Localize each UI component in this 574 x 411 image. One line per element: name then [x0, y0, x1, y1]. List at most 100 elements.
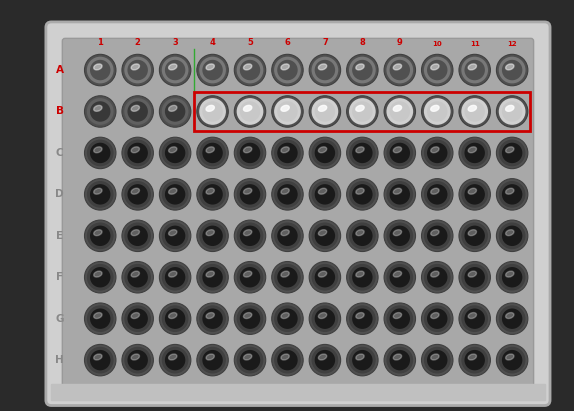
Circle shape	[309, 220, 340, 252]
Circle shape	[427, 101, 448, 122]
Ellipse shape	[356, 64, 364, 70]
Circle shape	[162, 222, 188, 249]
Text: 5: 5	[247, 37, 253, 46]
Circle shape	[315, 267, 335, 287]
Circle shape	[497, 137, 528, 169]
Circle shape	[427, 267, 448, 287]
Circle shape	[277, 309, 298, 329]
Circle shape	[240, 309, 260, 329]
Ellipse shape	[206, 105, 214, 111]
Circle shape	[272, 137, 303, 169]
Ellipse shape	[430, 230, 439, 236]
Circle shape	[122, 303, 153, 335]
Ellipse shape	[468, 271, 476, 277]
Circle shape	[421, 54, 453, 86]
Circle shape	[309, 344, 340, 376]
Circle shape	[424, 140, 451, 166]
Ellipse shape	[393, 354, 402, 360]
Ellipse shape	[243, 230, 252, 236]
Circle shape	[236, 98, 263, 125]
Ellipse shape	[356, 313, 364, 319]
Circle shape	[499, 347, 526, 374]
Circle shape	[125, 264, 151, 291]
Circle shape	[459, 303, 490, 335]
Circle shape	[236, 264, 263, 291]
Circle shape	[272, 303, 303, 335]
Circle shape	[312, 305, 338, 332]
Circle shape	[464, 184, 485, 205]
Circle shape	[352, 143, 373, 163]
Circle shape	[122, 137, 153, 169]
Ellipse shape	[468, 147, 476, 153]
Circle shape	[162, 181, 188, 208]
Circle shape	[386, 347, 413, 374]
Text: 4: 4	[210, 37, 215, 46]
Circle shape	[162, 264, 188, 291]
Ellipse shape	[506, 64, 514, 70]
Circle shape	[162, 140, 188, 166]
Ellipse shape	[206, 230, 214, 236]
Ellipse shape	[94, 147, 102, 153]
Circle shape	[87, 305, 114, 332]
Bar	[195, 92, 530, 131]
Circle shape	[234, 137, 266, 169]
Circle shape	[384, 96, 416, 127]
Ellipse shape	[281, 230, 289, 236]
Circle shape	[84, 96, 116, 127]
Text: C: C	[56, 148, 63, 158]
Circle shape	[461, 140, 488, 166]
Circle shape	[464, 60, 485, 80]
Circle shape	[127, 143, 148, 163]
Circle shape	[274, 140, 301, 166]
Circle shape	[84, 137, 116, 169]
Circle shape	[502, 184, 522, 205]
Circle shape	[421, 179, 453, 210]
Circle shape	[309, 54, 340, 86]
Text: 9: 9	[397, 37, 403, 46]
Circle shape	[84, 344, 116, 376]
Circle shape	[199, 98, 226, 125]
Circle shape	[461, 305, 488, 332]
Ellipse shape	[468, 230, 476, 236]
Circle shape	[464, 226, 485, 246]
Circle shape	[349, 347, 376, 374]
Circle shape	[203, 60, 223, 80]
Ellipse shape	[206, 271, 214, 277]
Circle shape	[234, 303, 266, 335]
Ellipse shape	[169, 313, 177, 319]
Circle shape	[390, 226, 410, 246]
Text: 7: 7	[322, 37, 328, 46]
Circle shape	[459, 137, 490, 169]
Circle shape	[352, 350, 373, 370]
Circle shape	[502, 309, 522, 329]
Circle shape	[390, 350, 410, 370]
Circle shape	[234, 179, 266, 210]
Circle shape	[90, 60, 110, 80]
Text: G: G	[55, 314, 64, 324]
Circle shape	[197, 261, 228, 293]
Circle shape	[309, 261, 340, 293]
Circle shape	[199, 264, 226, 291]
Circle shape	[461, 347, 488, 374]
Ellipse shape	[281, 188, 289, 194]
Ellipse shape	[393, 188, 402, 194]
Circle shape	[315, 60, 335, 80]
Circle shape	[352, 101, 373, 122]
Circle shape	[197, 54, 228, 86]
Text: D: D	[55, 189, 64, 199]
Circle shape	[499, 57, 526, 83]
Ellipse shape	[506, 188, 514, 194]
Circle shape	[390, 309, 410, 329]
Circle shape	[197, 96, 228, 127]
Text: 1: 1	[97, 37, 103, 46]
Circle shape	[427, 60, 448, 80]
Circle shape	[203, 309, 223, 329]
Ellipse shape	[468, 354, 476, 360]
Circle shape	[499, 222, 526, 249]
Circle shape	[165, 184, 185, 205]
Circle shape	[386, 305, 413, 332]
Circle shape	[234, 261, 266, 293]
Circle shape	[349, 264, 376, 291]
Circle shape	[309, 179, 340, 210]
Ellipse shape	[430, 147, 439, 153]
